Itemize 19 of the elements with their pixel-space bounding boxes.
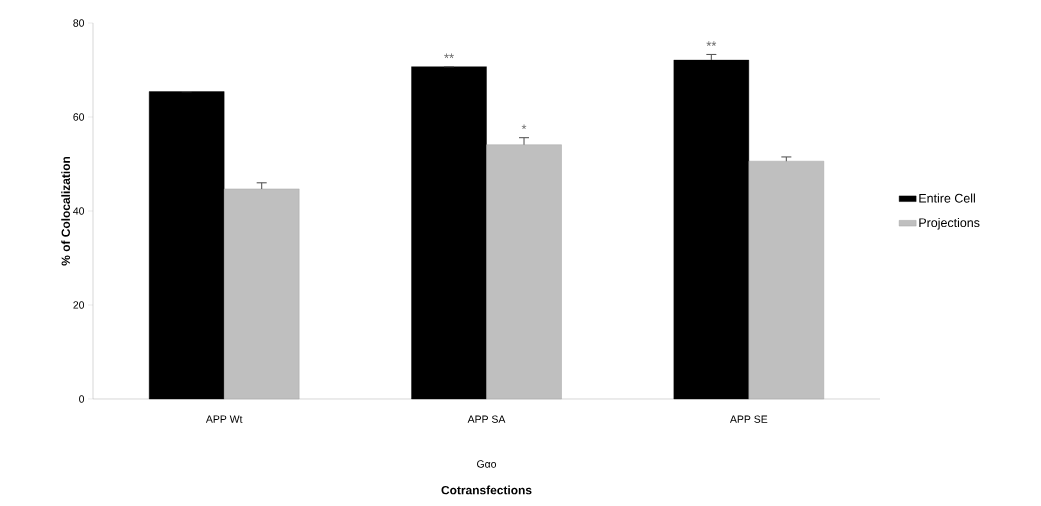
annotation: ** [706,41,717,46]
x-tick-label: APP Wt [205,415,243,423]
annotation: * [521,124,527,130]
y-tick-label: 0 [79,395,85,403]
bar [673,59,750,400]
x-tick-label: APP SE [729,415,768,423]
bar [148,91,225,400]
y-tick-label: 40 [73,207,85,215]
legend-label: Entire Cell [919,193,975,203]
text: Gαo [477,460,497,468]
legend-label: Projections [919,217,980,230]
annotation: ** [444,53,454,59]
y-tick-label: 20 [73,301,85,309]
y-axis-title: % of Colocalization [61,156,71,266]
x-tick-label: APP SA [467,415,506,423]
bar [411,66,487,400]
y-tick-label: 60 [73,113,85,121]
y-tick-label: 80 [73,19,85,27]
text: Cotransfections [441,485,532,495]
